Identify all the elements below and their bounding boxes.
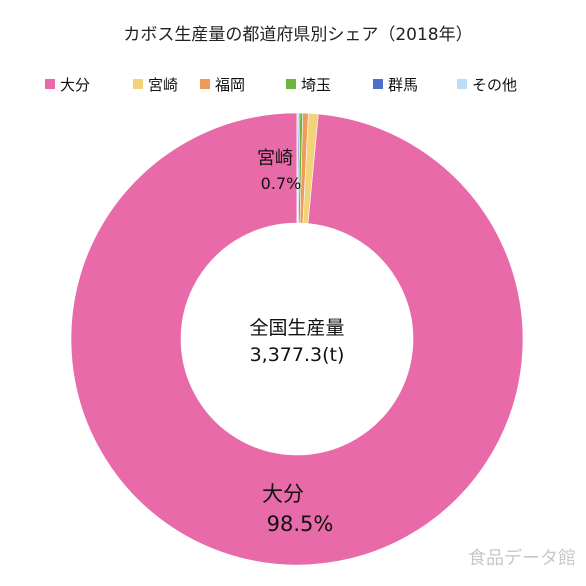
center-label: 全国生産量 — [249, 317, 344, 339]
slice-other — [296, 112, 299, 224]
legend-label-oita: 大分 — [60, 76, 90, 94]
watermark: 食品データ館 — [468, 548, 576, 569]
legend-swatch-fukuoka — [200, 79, 210, 89]
legend-swatch-gunma — [373, 79, 383, 89]
legend-swatch-oita — [45, 79, 55, 89]
legend-label-other: その他 — [472, 76, 517, 94]
legend-swatch-saitama — [286, 79, 296, 89]
chart-title: カボス生産量の都道府県別シェア（2018年） — [123, 25, 472, 45]
legend-label-saitama: 埼玉 — [301, 76, 331, 94]
slice-oita — [70, 112, 524, 566]
legend-label-miyazaki: 宮崎 — [148, 76, 178, 94]
data-label-miyazaki-value: 0.7% — [261, 174, 302, 193]
legend: 大分 宮崎 福岡 埼玉 群馬 その他 — [45, 76, 517, 94]
data-label-oita-value: 98.5% — [267, 512, 334, 536]
legend-label-gunma: 群馬 — [388, 76, 418, 94]
data-label-miyazaki-name: 宮崎 — [257, 148, 293, 169]
donut-slices — [70, 112, 524, 566]
legend-label-fukuoka: 福岡 — [215, 76, 245, 94]
legend-swatch-miyazaki — [133, 79, 143, 89]
data-label-oita-name: 大分 — [262, 482, 304, 506]
center-value: 3,377.3(t) — [250, 344, 345, 366]
legend-swatch-other — [457, 79, 467, 89]
